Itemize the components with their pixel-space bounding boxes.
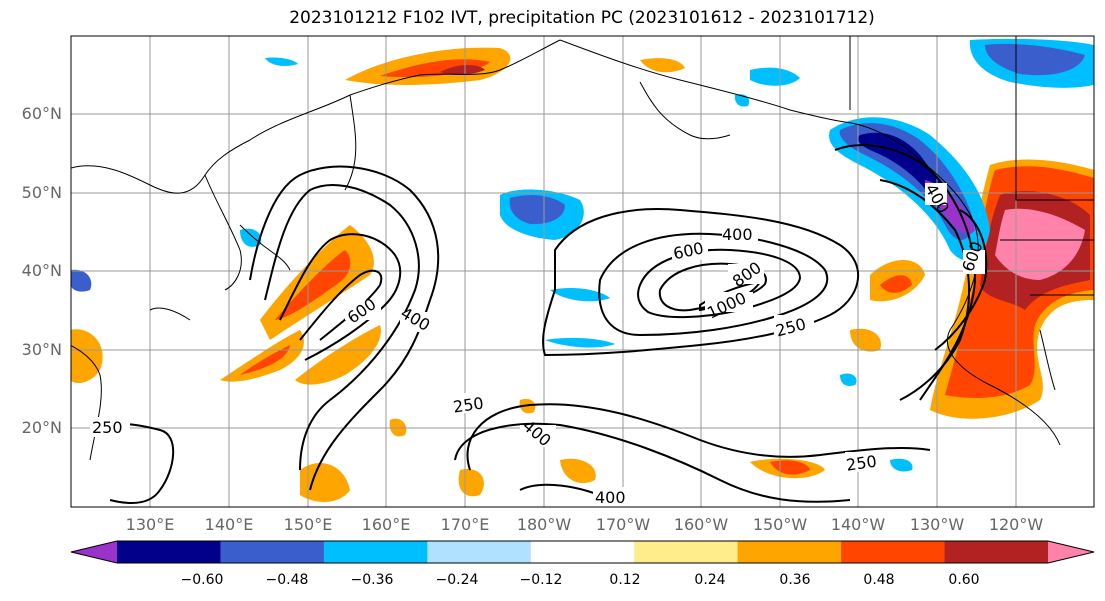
colorbar-tick: −0.36 [350,572,394,588]
colorbar-tick: 0.12 [609,572,641,588]
colorbar-outline [70,540,1095,564]
map-title: 2023101212 F102 IVT, precipitation PC (2… [289,8,875,28]
colorbar-segment [117,541,221,563]
colorbar-segment [841,541,946,563]
colorbar-extend-low [71,541,117,563]
colorbar-segment [634,541,739,563]
precip-positive-shading [71,47,1094,502]
colorbar-segment [220,541,325,563]
lat-label-20n: 20°N [21,418,62,437]
colorbar [70,540,1095,564]
lon-label-180w: 180°W [516,515,572,534]
colorbar-segment [944,541,1049,563]
lat-label-30n: 30°N [21,340,62,359]
colorbar-tick: 0.60 [948,572,980,588]
lon-label-150w: 150°W [752,515,808,534]
colorbar-tick: −0.24 [435,572,479,588]
contour-label-400-bottom: 400 [595,488,626,507]
lon-label-140e: 140°E [204,515,254,534]
lon-label-120w: 120°W [988,515,1044,534]
colorbar-tick: 0.24 [694,572,726,588]
colorbar-segment [323,541,428,563]
lat-label-40n: 40°N [21,261,62,280]
colorbar-tick: 0.36 [779,572,811,588]
contour-label-400-central: 400 [722,225,753,244]
colorbar-tick: −0.12 [519,572,563,588]
colorbar-segment [530,541,635,563]
gridlines [71,36,1094,507]
lon-label-170e: 170°E [440,515,490,534]
lon-label-130e: 130°E [125,515,175,534]
colorbar-tick: −0.60 [180,572,224,588]
map-border [70,35,1095,508]
colorbar-tick: 0.48 [863,572,895,588]
lon-label-160w: 160°W [673,515,729,534]
contour-label-250-west: 250 [92,418,123,437]
colorbar-segment [737,541,842,563]
coastlines [71,36,1094,461]
lon-label-170w: 170°W [595,515,651,534]
lon-label-150e: 150°E [283,515,333,534]
lon-label-160e: 160°E [361,515,411,534]
lat-label-50n: 50°N [21,183,62,202]
colorbar-tick: −0.48 [265,572,309,588]
lat-label-60n: 60°N [21,104,62,123]
lon-label-130w: 130°W [909,515,965,534]
contour-label-250-east: 250 [845,452,878,475]
contour-label-250-south: 250 [452,393,485,416]
colorbar-extend-high [1048,541,1094,563]
lon-label-140w: 140°W [830,515,886,534]
colorbar-segment [427,541,532,563]
